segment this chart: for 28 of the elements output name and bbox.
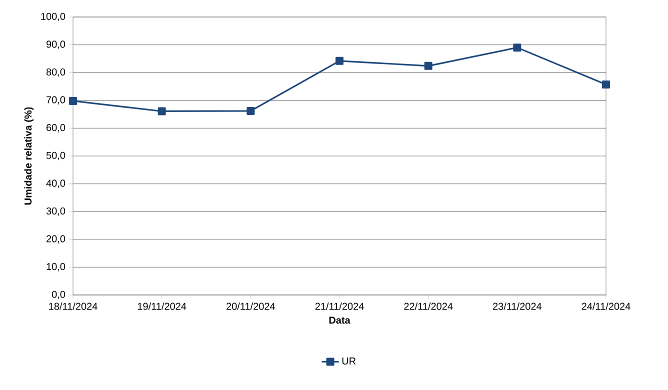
point [424, 62, 432, 70]
x-tick-label: 22/11/2024 [404, 302, 453, 310]
x-tick-label: 23/11/2024 [493, 302, 542, 310]
legend-label: UR [342, 358, 356, 365]
y-tick-label: 50,0 [46, 152, 66, 160]
x-tick-label: 20/11/2024 [226, 302, 276, 310]
y-tick-label: 70,0 [46, 96, 66, 105]
y-tick-label: 0,0 [52, 290, 66, 300]
x-tick-label: 19/11/2024 [138, 302, 186, 310]
y-tick-label: 80,0 [46, 68, 66, 77]
y-tick-label: 30,0 [46, 207, 66, 216]
y-tick-label: 90,0 [46, 40, 66, 49]
x-tick-label: 21/11/2024 [315, 302, 364, 310]
y-tick-label: 60,0 [46, 124, 66, 132]
y-tick-label: 100,0 [41, 12, 66, 22]
point [336, 56, 344, 65]
x-axis-title: Data [329, 316, 350, 324]
point [246, 106, 255, 115]
x-tick-label: 18/11/2024 [49, 302, 98, 310]
point [158, 107, 166, 116]
x-tick-label: 24/11/2024 [582, 302, 630, 310]
point [513, 44, 522, 52]
y-tick-label: 10,0 [46, 263, 66, 272]
point [69, 96, 78, 105]
point [602, 80, 610, 89]
y-axis-title: Umidade relativa (%) [24, 107, 34, 205]
y-tick-label: 20,0 [46, 235, 66, 244]
y-tick-label: 40,0 [46, 180, 66, 188]
